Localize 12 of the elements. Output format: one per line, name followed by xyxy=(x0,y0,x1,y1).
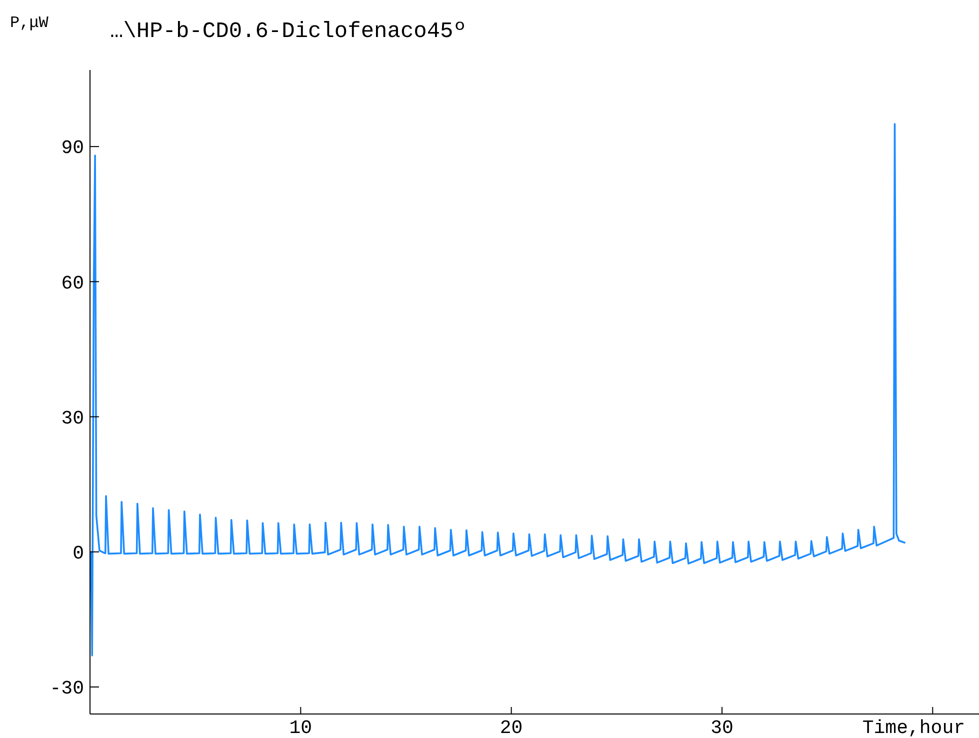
x-axis-title: Time,hour xyxy=(862,717,965,738)
x-tick-label: 30 xyxy=(710,717,734,738)
y-tick-label: 90 xyxy=(61,137,84,160)
y-axis-title: P,μW xyxy=(10,14,49,32)
y-tick-label: 60 xyxy=(61,272,84,294)
y-tick-label: -30 xyxy=(50,678,84,700)
x-tick-label: 10 xyxy=(289,717,312,738)
y-tick-label: 0 xyxy=(72,542,84,565)
chart-title: …\HP-b-CD0.6-Diclofenaco45º xyxy=(110,19,466,44)
line-series xyxy=(90,123,906,656)
x-tick-label: 20 xyxy=(500,717,523,738)
y-tick-label: 30 xyxy=(61,407,84,430)
